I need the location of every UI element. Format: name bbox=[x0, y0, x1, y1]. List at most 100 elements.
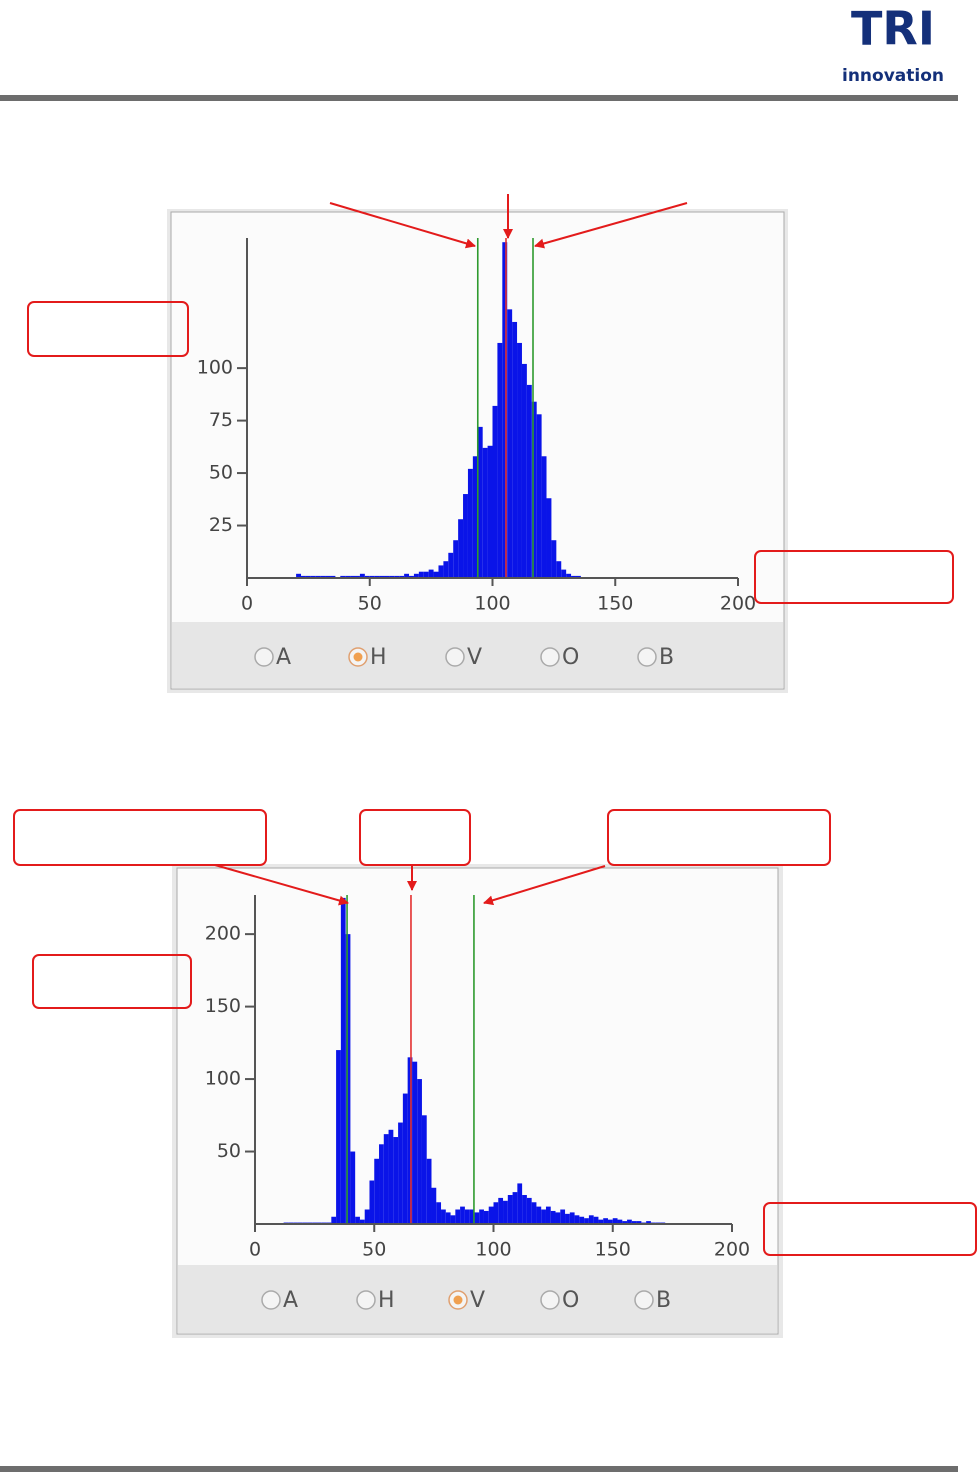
bar bbox=[374, 575, 380, 578]
bar bbox=[472, 456, 478, 578]
arrow bbox=[534, 202, 688, 249]
radio-label: O bbox=[562, 645, 579, 670]
x-tick-label: 0 bbox=[241, 593, 253, 615]
radio[interactable] bbox=[356, 1290, 376, 1310]
y-tick-label: 50 bbox=[217, 1140, 241, 1162]
bar bbox=[588, 1215, 594, 1224]
bar bbox=[379, 1144, 384, 1224]
bar bbox=[431, 1187, 437, 1224]
bar bbox=[517, 342, 522, 578]
bar bbox=[463, 494, 468, 578]
radio-label: B bbox=[659, 645, 674, 670]
bar bbox=[479, 1209, 484, 1224]
bar bbox=[622, 1221, 628, 1224]
bar bbox=[369, 1180, 375, 1224]
radio[interactable] bbox=[445, 647, 465, 667]
bar bbox=[612, 1218, 618, 1224]
radio-label: V bbox=[467, 645, 482, 670]
bar bbox=[394, 575, 400, 578]
bar bbox=[467, 468, 473, 578]
bar bbox=[560, 1209, 566, 1224]
bar bbox=[423, 571, 429, 578]
bar bbox=[325, 575, 331, 578]
y-tick-label: 50 bbox=[209, 462, 233, 484]
x-tick-label: 100 bbox=[475, 1239, 511, 1261]
bar bbox=[453, 540, 459, 578]
bar bbox=[409, 575, 414, 578]
x-tick-label: 0 bbox=[249, 1239, 261, 1261]
bar bbox=[550, 1210, 556, 1224]
bar bbox=[482, 447, 488, 578]
bar bbox=[355, 1216, 360, 1224]
radio[interactable] bbox=[637, 647, 657, 667]
bar bbox=[498, 1197, 504, 1224]
bar bbox=[340, 897, 346, 1224]
y-tick-label: 25 bbox=[209, 514, 233, 536]
bar bbox=[345, 575, 351, 578]
bar bbox=[545, 1206, 551, 1224]
bar bbox=[330, 575, 336, 578]
option-bar bbox=[172, 622, 783, 688]
bar bbox=[584, 1218, 589, 1224]
bar bbox=[541, 456, 547, 578]
bar bbox=[521, 363, 527, 578]
bar bbox=[483, 1210, 489, 1224]
bar bbox=[350, 1151, 356, 1224]
bar bbox=[627, 1219, 632, 1224]
y-tick-label: 100 bbox=[205, 1068, 241, 1090]
y-tick-label: 200 bbox=[205, 923, 241, 945]
radio-dot bbox=[353, 652, 363, 662]
bar bbox=[526, 1197, 532, 1224]
radio[interactable] bbox=[540, 1290, 560, 1310]
bar bbox=[402, 1093, 408, 1224]
callout-box bbox=[27, 301, 189, 357]
bar bbox=[487, 445, 493, 578]
bar bbox=[579, 1216, 585, 1224]
bar bbox=[379, 575, 385, 578]
callout-box bbox=[607, 809, 831, 866]
callout-box bbox=[359, 809, 471, 866]
bar bbox=[646, 1221, 651, 1224]
y-tick-label: 100 bbox=[197, 357, 233, 379]
bar bbox=[512, 1192, 518, 1224]
bar bbox=[617, 1219, 623, 1224]
panel bbox=[176, 867, 779, 1335]
bar bbox=[477, 426, 483, 578]
bar bbox=[441, 1209, 446, 1224]
y-tick-label: 150 bbox=[205, 995, 241, 1017]
bar bbox=[383, 1134, 389, 1224]
bar bbox=[417, 1079, 422, 1224]
bar bbox=[536, 414, 542, 578]
bar bbox=[488, 1206, 494, 1224]
bar bbox=[436, 1202, 442, 1224]
bar bbox=[345, 934, 351, 1224]
radio[interactable] bbox=[540, 647, 560, 667]
bar bbox=[565, 1213, 570, 1224]
bar bbox=[522, 1195, 527, 1224]
bar bbox=[561, 569, 567, 578]
radio[interactable] bbox=[634, 1290, 654, 1310]
bar bbox=[364, 575, 370, 578]
radio-label: A bbox=[283, 1288, 298, 1313]
bar bbox=[546, 498, 552, 578]
x-tick-label: 50 bbox=[358, 593, 382, 615]
bar bbox=[393, 1137, 399, 1224]
radio[interactable] bbox=[254, 647, 274, 667]
bar bbox=[571, 575, 576, 578]
bar bbox=[407, 1057, 413, 1224]
bar bbox=[541, 1209, 546, 1224]
bar bbox=[607, 1219, 613, 1224]
charts: 25 50 75 100 0 50 100 150 200 A H V O B 50 100 150 200 0 50… bbox=[197, 238, 756, 1313]
arrow bbox=[483, 865, 606, 906]
bar bbox=[310, 575, 316, 578]
radio-label: H bbox=[378, 1288, 395, 1313]
bar bbox=[464, 1209, 470, 1224]
radio[interactable] bbox=[261, 1290, 281, 1310]
bar bbox=[340, 575, 346, 578]
bar bbox=[301, 575, 306, 578]
x-tick-label: 100 bbox=[474, 593, 510, 615]
bar bbox=[517, 1183, 523, 1224]
bar bbox=[426, 1158, 432, 1224]
